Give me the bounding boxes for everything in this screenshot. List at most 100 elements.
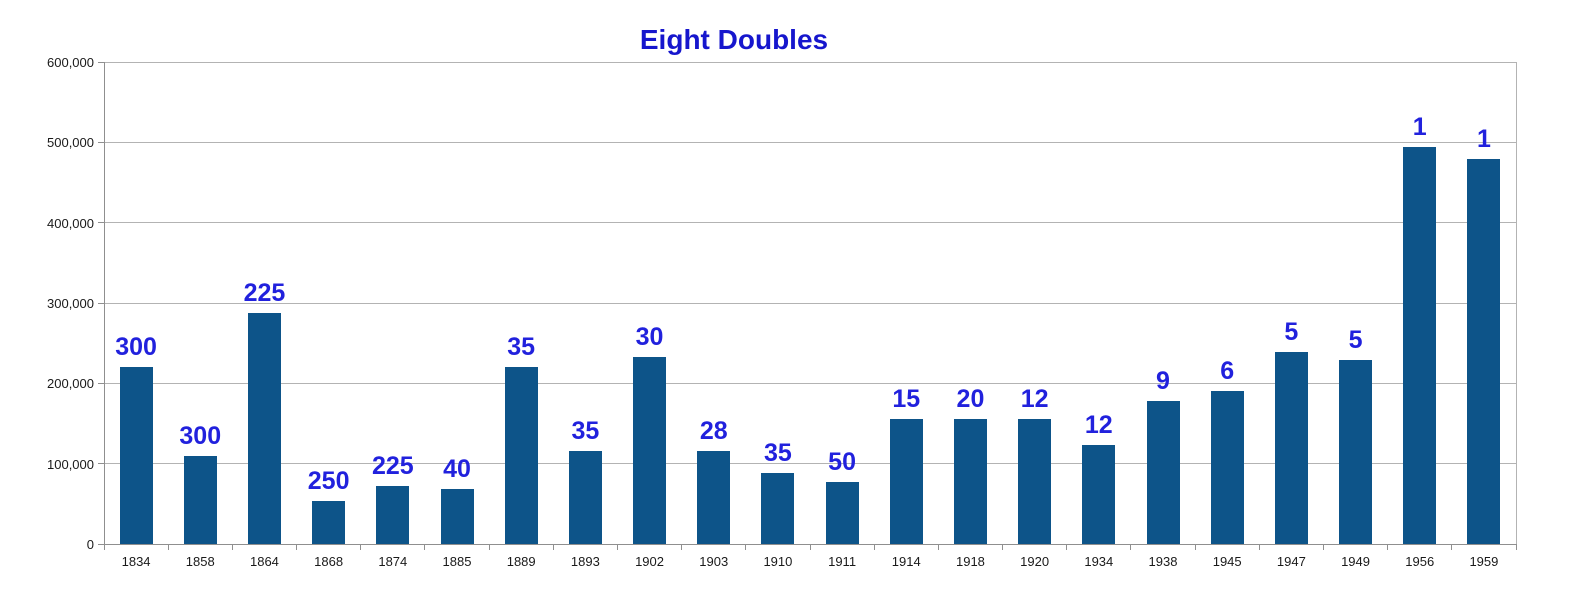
bar-value-label: 40 <box>443 455 471 483</box>
x-axis-tick <box>873 544 875 550</box>
bar-value-label: 1 <box>1412 113 1427 141</box>
x-axis-tick <box>1258 544 1260 550</box>
y-axis-tick <box>98 463 104 465</box>
y-axis-label: 200,000 <box>47 376 94 392</box>
x-axis-tick <box>103 544 105 550</box>
bar-value-label: 35 <box>507 333 536 361</box>
bar-value-label: 5 <box>1284 318 1299 346</box>
x-axis-line <box>104 543 1517 545</box>
bar <box>954 419 987 544</box>
bar-value-label: 9 <box>1156 367 1170 395</box>
x-axis-label: 1934 <box>1084 554 1114 569</box>
x-axis-tick <box>488 544 490 550</box>
bar-value-label: 28 <box>699 417 728 445</box>
bar-value-label: 250 <box>307 467 350 495</box>
bar <box>761 473 794 544</box>
x-axis-label: 1902 <box>635 554 664 569</box>
bar <box>1018 419 1051 544</box>
x-axis-label: 1889 <box>506 554 536 569</box>
bar <box>697 451 730 544</box>
x-axis-tick <box>809 544 811 550</box>
x-axis-label: 1911 <box>828 554 857 569</box>
bar-value-label: 225 <box>243 279 286 307</box>
bar-value-label: 35 <box>571 417 600 445</box>
bar <box>376 486 409 544</box>
bar <box>184 456 217 544</box>
bar-value-label: 6 <box>1220 357 1235 385</box>
bar <box>890 419 923 544</box>
y-axis-tick <box>98 222 104 224</box>
bar-value-label: 1 <box>1476 125 1491 153</box>
x-axis-tick <box>424 544 426 550</box>
x-axis-label: 1947 <box>1276 554 1306 569</box>
y-gridline <box>104 302 1516 304</box>
x-axis-label: 1903 <box>699 554 729 569</box>
bar <box>1467 159 1500 544</box>
x-axis-tick <box>1387 544 1389 550</box>
y-axis-tick <box>98 543 104 545</box>
bar-value-label: 5 <box>1348 326 1363 354</box>
bar-value-label: 35 <box>764 439 792 467</box>
x-axis-tick <box>1066 544 1068 550</box>
x-axis-tick <box>745 544 747 550</box>
bar <box>1275 352 1308 544</box>
x-axis-label: 1893 <box>570 554 600 569</box>
x-axis-label: 1945 <box>1212 554 1242 569</box>
bar-value-label: 15 <box>892 385 921 413</box>
x-axis-label: 1956 <box>1405 554 1435 569</box>
bar <box>1339 360 1372 544</box>
y-gridline <box>104 222 1516 224</box>
x-axis-tick <box>296 544 298 550</box>
bar <box>1082 445 1115 544</box>
x-axis-label: 1920 <box>1020 554 1050 569</box>
x-axis-tick <box>360 544 362 550</box>
x-axis-tick <box>552 544 554 550</box>
x-axis-label: 1949 <box>1341 554 1370 569</box>
x-axis-tick <box>1130 544 1132 550</box>
y-gridline <box>104 463 1516 465</box>
x-axis-label: 1868 <box>314 554 344 569</box>
bar <box>826 482 859 544</box>
bar-value-label: 30 <box>635 323 664 351</box>
bar <box>633 357 666 544</box>
y-axis-label: 100,000 <box>47 456 94 472</box>
x-axis-tick <box>1002 544 1004 550</box>
x-axis-label: 1959 <box>1469 554 1499 569</box>
bar <box>569 451 602 544</box>
y-axis-line <box>104 62 105 544</box>
chart-title: Eight Doubles <box>639 24 829 55</box>
bar-value-label: 50 <box>828 448 856 476</box>
x-axis-label: 1918 <box>955 554 985 569</box>
y-axis-label: 0 <box>86 537 94 552</box>
plot-right-border <box>1516 62 1517 544</box>
x-axis-tick <box>231 544 233 550</box>
bar <box>1147 401 1180 544</box>
x-axis-tick <box>681 544 683 550</box>
y-axis-tick <box>98 382 104 384</box>
x-axis-label: 1834 <box>121 554 151 569</box>
y-axis-label: 300,000 <box>47 296 94 311</box>
bar <box>441 489 474 544</box>
x-axis-tick <box>937 544 939 550</box>
x-axis-tick <box>616 544 618 550</box>
y-gridline <box>104 382 1516 384</box>
bar <box>1403 147 1436 544</box>
bar-value-label: 225 <box>371 452 414 480</box>
bar <box>120 367 153 544</box>
bar-value-label: 12 <box>1084 411 1113 439</box>
bar-value-label: 300 <box>179 422 222 450</box>
x-axis-label: 1938 <box>1148 554 1178 569</box>
x-axis-label: 1858 <box>185 554 215 569</box>
x-axis-label: 1885 <box>442 554 472 569</box>
x-axis-tick <box>1515 544 1517 550</box>
y-gridline <box>104 61 1516 63</box>
bar <box>1211 391 1244 544</box>
bar-value-label: 300 <box>115 333 157 361</box>
bar <box>312 501 345 544</box>
x-axis-tick <box>1322 544 1324 550</box>
x-axis-tick <box>1194 544 1196 550</box>
x-axis-label: 1914 <box>891 554 921 569</box>
x-axis-label: 1874 <box>378 554 408 569</box>
bar <box>505 367 538 544</box>
